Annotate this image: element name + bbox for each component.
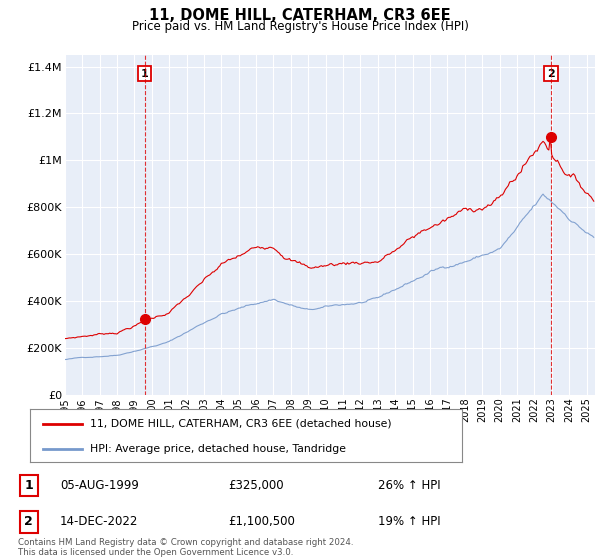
Text: 19% ↑ HPI: 19% ↑ HPI — [378, 515, 440, 529]
Text: Price paid vs. HM Land Registry's House Price Index (HPI): Price paid vs. HM Land Registry's House … — [131, 20, 469, 33]
Text: £325,000: £325,000 — [228, 479, 284, 492]
Text: 26% ↑ HPI: 26% ↑ HPI — [378, 479, 440, 492]
Text: 1: 1 — [25, 479, 33, 492]
Text: 11, DOME HILL, CATERHAM, CR3 6EE (detached house): 11, DOME HILL, CATERHAM, CR3 6EE (detach… — [91, 419, 392, 429]
Text: 05-AUG-1999: 05-AUG-1999 — [60, 479, 139, 492]
Text: Contains HM Land Registry data © Crown copyright and database right 2024.
This d: Contains HM Land Registry data © Crown c… — [18, 538, 353, 557]
Text: 14-DEC-2022: 14-DEC-2022 — [60, 515, 139, 529]
Text: 2: 2 — [25, 515, 33, 529]
Text: 1: 1 — [141, 69, 148, 78]
Text: 11, DOME HILL, CATERHAM, CR3 6EE: 11, DOME HILL, CATERHAM, CR3 6EE — [149, 8, 451, 24]
Text: HPI: Average price, detached house, Tandridge: HPI: Average price, detached house, Tand… — [91, 444, 346, 454]
Text: £1,100,500: £1,100,500 — [228, 515, 295, 529]
Text: 2: 2 — [547, 69, 555, 78]
